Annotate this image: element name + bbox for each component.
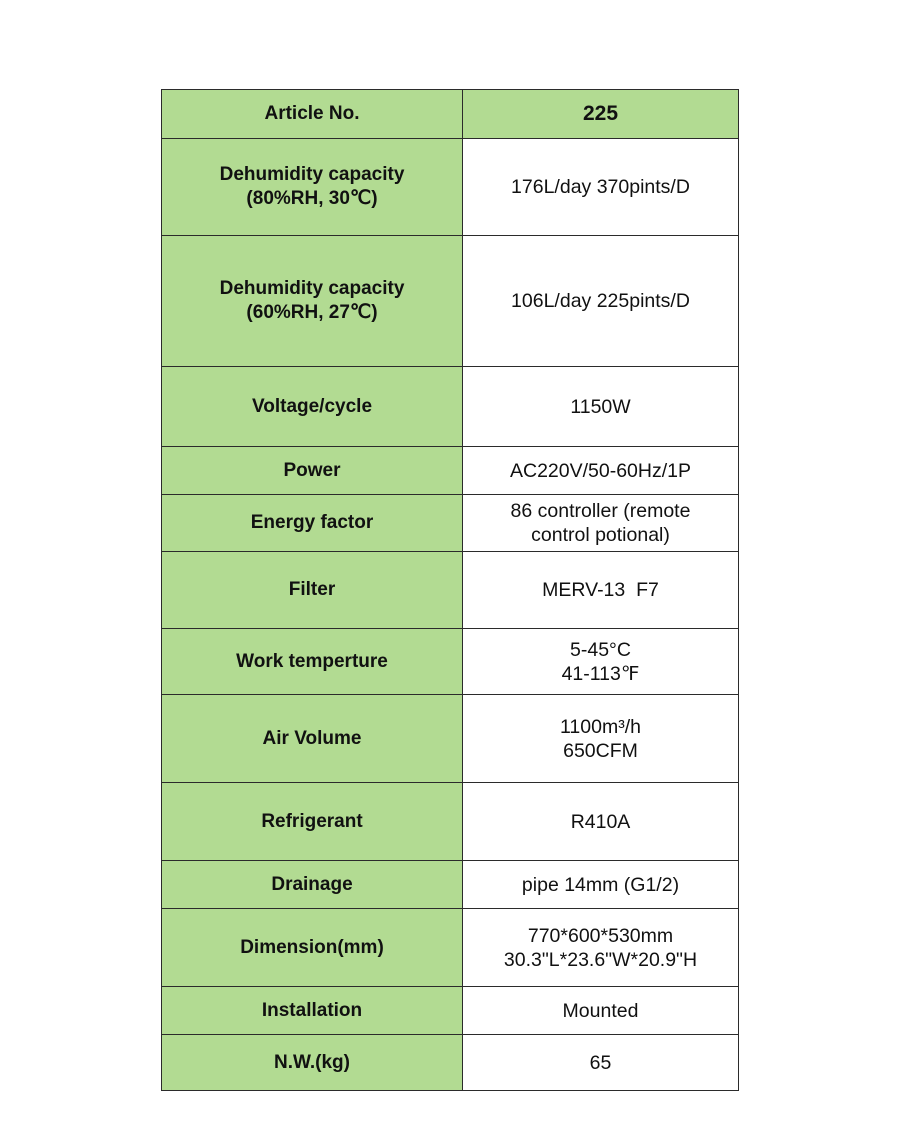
- row-label: Dimension(mm): [161, 908, 463, 987]
- row-label: Air Volume: [161, 694, 463, 783]
- row-value-line: R410A: [570, 810, 631, 833]
- row-value-line: 176L/day 370pints/D: [511, 176, 690, 198]
- row-value: 5-45°C 41-113℉: [462, 628, 739, 695]
- row-label: Filter: [161, 551, 463, 629]
- table-row: Energy factor 86 controller (remote cont…: [161, 494, 739, 552]
- table-row: Filter MERV-13 F7: [161, 551, 739, 629]
- row-value-line: 770*600*530mm: [527, 924, 674, 947]
- row-label-line: Dimension(mm): [240, 936, 384, 958]
- row-value-line: 650CFM: [563, 739, 638, 762]
- row-label: Refrigerant: [161, 782, 463, 861]
- table-row-article-no: Article No. 225: [161, 89, 739, 139]
- row-label: Power: [161, 446, 463, 495]
- row-value: 176L/day 370pints/D: [462, 138, 739, 236]
- row-label-line: N.W.(kg): [274, 1051, 350, 1073]
- row-value: pipe 14mm (G1/2): [462, 860, 739, 909]
- row-value: R410A: [462, 782, 739, 861]
- row-value-line: 1100m³/h: [560, 715, 641, 738]
- row-label-line: Air Volume: [262, 727, 362, 749]
- row-value-line: Mounted: [562, 999, 639, 1022]
- row-label: Voltage/cycle: [161, 366, 463, 447]
- table-row: Drainage pipe 14mm (G1/2): [161, 860, 739, 909]
- row-label-line: Dehumidity capacity: [219, 278, 405, 299]
- row-label: Dehumidity capacity (80%RH, 30℃): [161, 138, 463, 236]
- row-value-line: 65: [589, 1051, 612, 1074]
- row-label-line: Power: [283, 459, 341, 481]
- row-label-line: Filter: [288, 579, 336, 600]
- row-label-line: Voltage/cycle: [251, 395, 373, 417]
- table-row: N.W.(kg) 65: [161, 1034, 739, 1091]
- article-no-label: Article No.: [161, 89, 463, 139]
- row-value: Mounted: [462, 986, 739, 1035]
- row-value-line: MERV-13 F7: [542, 579, 659, 601]
- row-label: Work temperture: [161, 628, 463, 695]
- table-row: Voltage/cycle 1150W: [161, 366, 739, 447]
- row-value: 86 controller (remote control potional): [462, 494, 739, 552]
- row-label: Installation: [161, 986, 463, 1035]
- table-row: Installation Mounted: [161, 986, 739, 1035]
- row-label-line: Dehumidity capacity: [219, 164, 405, 185]
- row-value: 1150W: [462, 366, 739, 447]
- row-value: AC220V/50-60Hz/1P: [462, 446, 739, 495]
- table-row: Air Volume 1100m³/h 650CFM: [161, 694, 739, 783]
- row-label-line: (80%RH, 30℃): [246, 188, 378, 209]
- table-row: Dehumidity capacity (80%RH, 30℃) 176L/da…: [161, 138, 739, 236]
- row-label-line: (60%RH, 27℃): [246, 302, 378, 323]
- table-row: Work temperture 5-45°C 41-113℉: [161, 628, 739, 695]
- row-value-line: pipe 14mm (G1/2): [521, 873, 680, 896]
- row-value-line: 106L/day 225pints/D: [511, 290, 690, 312]
- row-label-line: Installation: [261, 999, 363, 1021]
- row-value-line: control potional): [531, 524, 670, 546]
- row-value-line: 30.3"L*23.6"W*20.9"H: [503, 948, 698, 971]
- row-label-line: Refrigerant: [261, 810, 363, 832]
- row-label: Dehumidity capacity (60%RH, 27℃): [161, 235, 463, 367]
- row-label: Energy factor: [161, 494, 463, 552]
- row-label: N.W.(kg): [161, 1034, 463, 1091]
- row-value: 65: [462, 1034, 739, 1091]
- table-row: Refrigerant R410A: [161, 782, 739, 861]
- row-value: 106L/day 225pints/D: [462, 235, 739, 367]
- table-row: Dimension(mm) 770*600*530mm 30.3"L*23.6"…: [161, 908, 739, 987]
- table-row: Dehumidity capacity (60%RH, 27℃) 106L/da…: [161, 235, 739, 367]
- row-value-line: 86 controller (remote: [510, 500, 691, 522]
- row-label-line: Energy factor: [250, 512, 374, 533]
- table-row: Power AC220V/50-60Hz/1P: [161, 446, 739, 495]
- row-value-line: AC220V/50-60Hz/1P: [509, 459, 692, 482]
- row-value: MERV-13 F7: [462, 551, 739, 629]
- row-value: 770*600*530mm 30.3"L*23.6"W*20.9"H: [462, 908, 739, 987]
- row-label-line: Work temperture: [236, 650, 388, 672]
- article-no-value: 225: [462, 89, 739, 139]
- spec-table: Article No. 225 Dehumidity capacity (80%…: [161, 89, 739, 1091]
- row-value-line: 1150W: [570, 395, 631, 418]
- row-value-line: 41-113℉: [561, 662, 640, 685]
- row-value-line: 5-45°C: [570, 638, 631, 661]
- row-label-line: Drainage: [271, 873, 353, 895]
- row-label: Drainage: [161, 860, 463, 909]
- row-value: 1100m³/h 650CFM: [462, 694, 739, 783]
